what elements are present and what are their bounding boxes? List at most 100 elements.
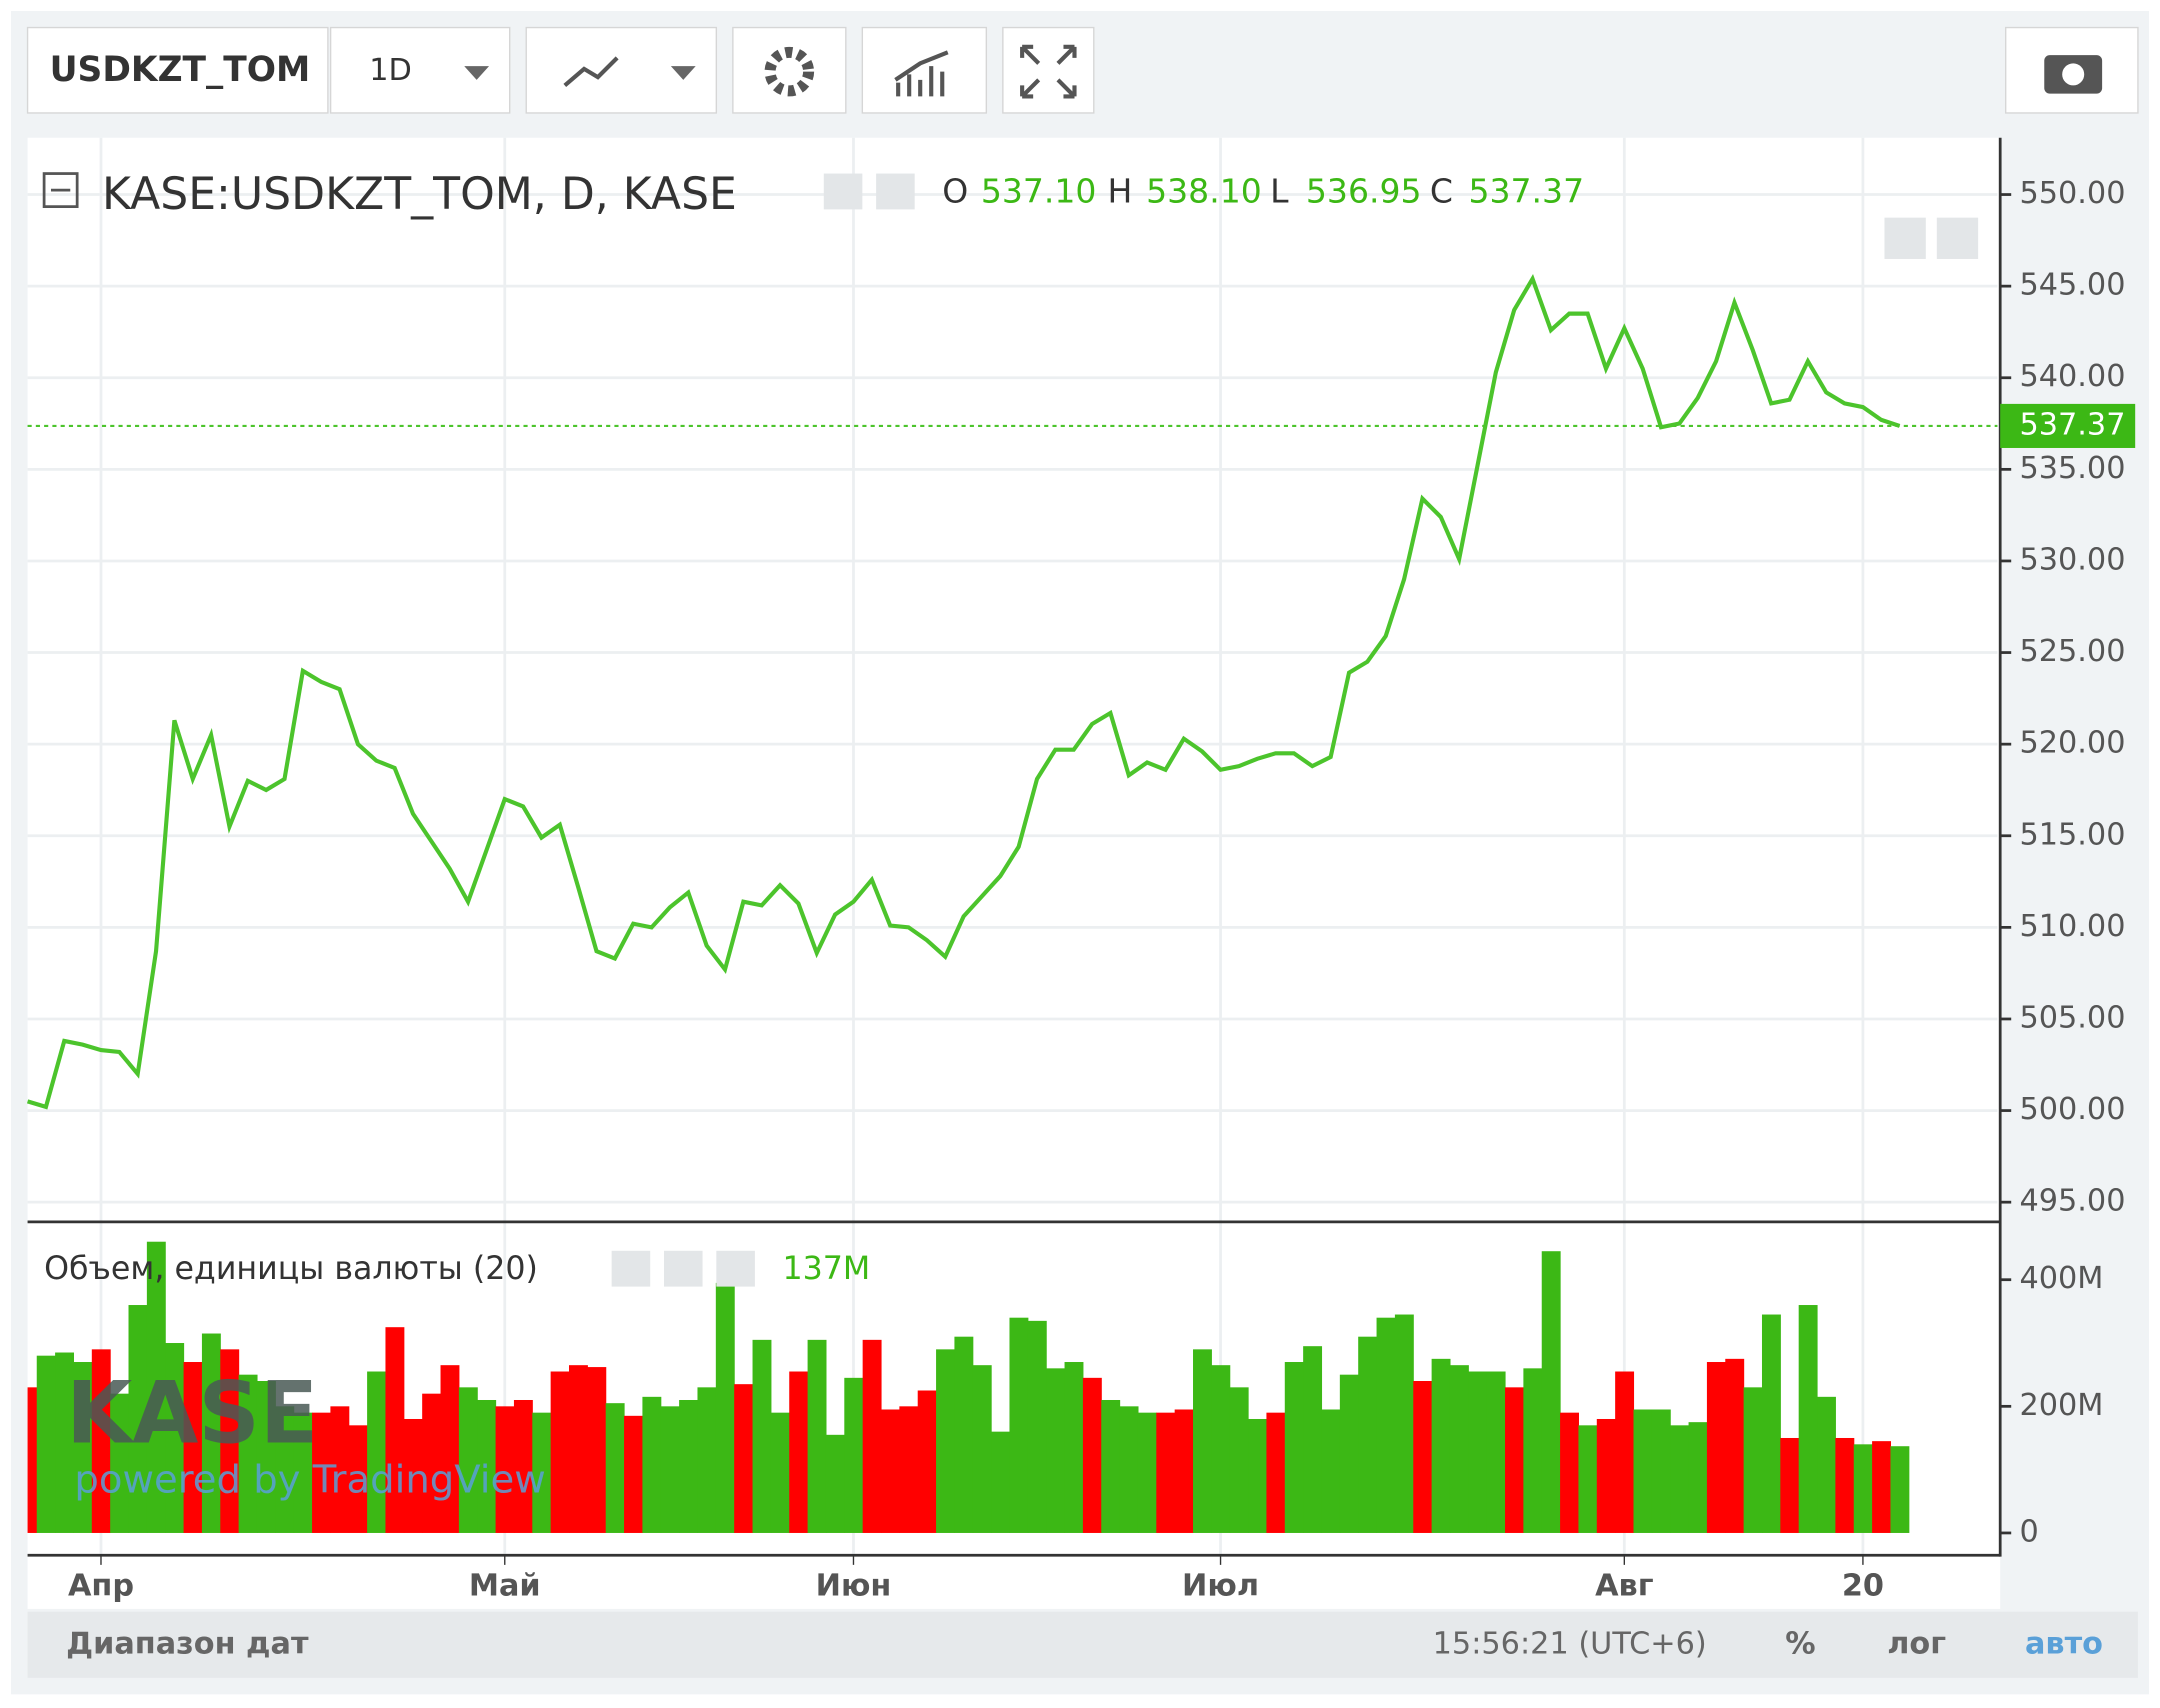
volume-bar (844, 1377, 864, 1533)
volume-bar (1486, 1371, 1506, 1533)
volume-bar (624, 1415, 643, 1533)
volume-bar (1376, 1317, 1396, 1533)
volume-bar (1505, 1387, 1524, 1533)
x-tick-label: Май (469, 1568, 541, 1603)
y-tick-label: 500.00 (2019, 1092, 2125, 1127)
volume-bar (422, 1393, 442, 1533)
volume-remove-button[interactable] (716, 1250, 755, 1287)
volume-bar (734, 1384, 754, 1533)
volume-bar (1431, 1358, 1451, 1533)
volume-bar (91, 1349, 111, 1533)
volume-bar (1596, 1418, 1616, 1533)
x-tick-label: Июл (1182, 1568, 1259, 1603)
volume-bar (348, 1425, 368, 1533)
auto-toggle[interactable]: авто (2025, 1626, 2103, 1661)
y-tick-label: 550.00 (2019, 176, 2125, 211)
volume-bar (954, 1336, 974, 1533)
legend-c: C (1430, 171, 1453, 210)
volume-bar (312, 1412, 331, 1533)
indicators-button[interactable] (861, 26, 988, 114)
volume-bar (1284, 1362, 1304, 1533)
volume-bar (128, 1305, 148, 1533)
volume-bar (605, 1403, 625, 1533)
legend-settings-button[interactable] (876, 173, 915, 210)
volume-settings-button[interactable] (663, 1250, 703, 1287)
volume-bar (697, 1387, 717, 1533)
volume-bar (1174, 1409, 1194, 1533)
volume-bar (1780, 1437, 1800, 1533)
symbol-button[interactable] (26, 26, 329, 114)
volume-bar (220, 1349, 240, 1533)
volume-bar (1229, 1387, 1249, 1533)
volume-bar (1211, 1365, 1231, 1533)
volume-bar (1027, 1320, 1047, 1533)
volume-bar (1101, 1399, 1121, 1533)
legend-open: 537.10 (981, 171, 1097, 210)
y-tick-label: 495.00 (2019, 1184, 2125, 1219)
scale-down-button[interactable] (1884, 217, 1926, 259)
volume-bar (715, 1282, 735, 1533)
last-price-badge (2000, 403, 2136, 448)
volume-bar (770, 1412, 790, 1533)
volume-bar (293, 1412, 313, 1533)
volume-bar (238, 1374, 258, 1533)
volume-bar (1615, 1371, 1635, 1533)
volume-bar (936, 1349, 955, 1533)
y-tick-label: 515.00 (2019, 817, 2125, 852)
legend-h: H (1108, 171, 1133, 210)
watermark-logo: KASE (66, 1364, 318, 1463)
volume-bar (532, 1412, 552, 1533)
settings-button[interactable] (732, 26, 847, 114)
volume-bar (385, 1327, 405, 1533)
volume-bar (458, 1387, 478, 1533)
volume-bar (403, 1418, 423, 1533)
y-tick-label: 545.00 (2019, 268, 2125, 303)
log-toggle[interactable]: лог (1887, 1626, 1946, 1661)
volume-bar (110, 1393, 130, 1533)
volume-bar (1193, 1349, 1212, 1533)
volume-bar (1321, 1409, 1341, 1533)
scale-button[interactable] (1936, 217, 1979, 259)
volume-bar (1339, 1374, 1359, 1533)
volume-bar (36, 1355, 56, 1533)
volume-bar (862, 1339, 882, 1533)
y-tick-label: 200M (2019, 1388, 2103, 1423)
clock: 15:56:21 (UTC+6) (1433, 1626, 1707, 1661)
percent-toggle[interactable]: % (1785, 1626, 1815, 1661)
watermark-powered: powered by TradingView (74, 1458, 545, 1503)
volume-bar (1064, 1362, 1084, 1533)
volume-bar (1082, 1377, 1102, 1533)
date-range[interactable]: Диапазон дат (66, 1626, 309, 1661)
volume-value: 137M (782, 1251, 870, 1287)
collapse-button[interactable] (42, 172, 79, 209)
volume-bar (881, 1409, 900, 1533)
volume-bar (1468, 1371, 1488, 1533)
volume-bar (1890, 1446, 1910, 1533)
volume-bar (807, 1339, 827, 1533)
volume-bar (1449, 1365, 1469, 1533)
volume-bar (55, 1352, 75, 1533)
fullscreen-button[interactable] (1002, 26, 1095, 114)
volume-bar (789, 1371, 809, 1533)
volume-bar (1872, 1441, 1892, 1533)
volume-bar (27, 1387, 38, 1533)
volume-bar (752, 1339, 772, 1533)
volume-bar (1523, 1368, 1543, 1533)
volume-bar (1688, 1422, 1708, 1533)
volume-bar (1853, 1444, 1873, 1533)
y-tick-label: 530.00 (2019, 542, 2125, 577)
legend-o: O (942, 171, 968, 210)
volume-bar (1817, 1396, 1836, 1533)
legend-high: 538.10 (1146, 171, 1262, 210)
y-tick-label: 0 (2019, 1514, 2038, 1549)
volume-bar (201, 1333, 221, 1533)
volume-bar (1670, 1425, 1690, 1533)
volume-visibility-button[interactable] (611, 1250, 651, 1287)
y-tick-label: 520.00 (2019, 726, 2125, 761)
camera-lens (2062, 63, 2085, 86)
line-icon (563, 56, 619, 87)
visibility-button[interactable] (823, 173, 863, 210)
volume-bar (1046, 1368, 1066, 1533)
volume-bar (1651, 1409, 1671, 1533)
